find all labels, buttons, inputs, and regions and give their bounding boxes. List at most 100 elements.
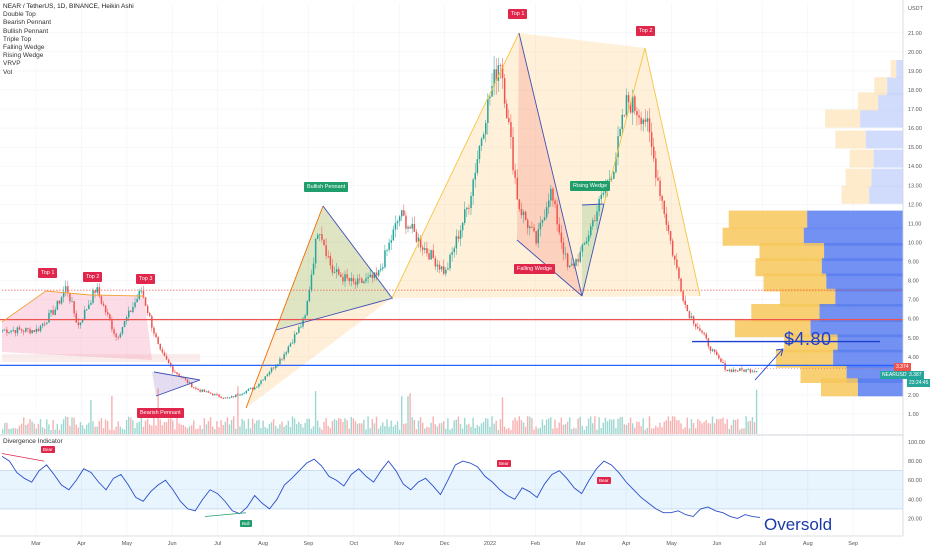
legend-item[interactable]: Vol [3,68,13,76]
volume-bar [2,429,4,434]
candle [188,382,191,384]
candle [575,259,577,266]
candle [390,240,392,243]
x-tick-label: Oct [350,541,359,547]
candle [722,362,724,364]
candle [634,96,636,112]
volume-bar [522,422,525,434]
volume-bar [684,427,686,434]
volume-profile-up [874,77,888,96]
volume-bar [722,417,724,434]
legend-item[interactable]: Bearish Pennant [3,19,52,27]
candle [751,371,754,373]
candle [256,386,258,388]
annotation-double-top-2: Top 2 [636,26,656,36]
volume-bar [258,419,260,434]
volume-profile-down [837,334,903,353]
candle [218,394,220,397]
x-tick-label: Jun [168,541,177,547]
volume-bar [300,423,302,434]
candle [461,222,464,231]
volume-bar [159,419,161,434]
volume-bar [482,421,485,434]
trend-lines [1,32,784,409]
volume-bar [359,423,361,434]
candle [18,327,21,330]
volume-bar [44,428,46,434]
candle [428,253,430,260]
candle [676,259,678,268]
volume-bar [283,426,285,434]
candle [191,382,193,388]
volume-bar [138,421,140,434]
annotation-rising-wedge: Rising Wedge [570,181,611,191]
volume-bar [226,417,229,434]
volume-bar [260,428,262,434]
candle [79,322,82,326]
volume-bar [413,420,415,434]
candle [415,231,418,242]
candle [732,369,735,373]
candle [562,242,565,254]
osc-tick-label: 80.00 [908,459,922,465]
volume-bar [71,417,73,434]
legend-item[interactable]: VRVP [3,60,21,68]
volume-bar [165,422,168,434]
volume-bar [739,429,741,434]
volume-bar [128,416,130,434]
legend-item[interactable]: Triple Top [3,35,32,43]
volume-bar [422,422,424,434]
x-tick-label: Apr [77,541,86,547]
legend-item[interactable]: Rising Wedge [3,52,44,60]
candle [251,388,254,390]
volume-bar [401,396,403,434]
volume-bar [674,416,676,434]
candle [346,274,348,279]
legend-item[interactable]: Double Top [3,11,36,19]
volume-bar [251,418,254,434]
volume-bar [104,419,107,434]
candle [711,349,714,351]
pattern-line [1,290,47,323]
candle [71,301,73,303]
candle [201,389,203,392]
volume-bar [188,426,191,434]
candle [598,199,600,212]
volume-bar [438,423,441,434]
candle [283,354,285,360]
candle [314,238,317,264]
y-tick-label: 21.00 [908,31,922,37]
candle [419,237,422,248]
legend-item[interactable]: Falling Wedge [3,44,45,52]
volume-bar [222,425,224,434]
volume-bar [224,421,226,434]
candle [516,177,518,200]
candle [535,231,537,244]
volume-bar [753,422,756,434]
candle [497,65,500,81]
candle [514,170,516,178]
candle [741,368,743,370]
volume-bar [461,428,464,434]
volume-bar [35,428,37,434]
volume-bar [287,420,289,434]
candle [312,263,315,275]
volume-bar [405,423,407,434]
volume-bar [409,393,411,434]
volume-bar [176,416,178,434]
volume-bar [709,423,712,434]
candle [20,329,23,331]
candle [222,397,224,399]
volume-bar [583,429,586,434]
volume-bar [613,419,615,434]
candle [384,250,386,268]
candle [619,129,621,137]
candles [2,55,758,399]
volume-bar [629,417,632,434]
candle [104,305,107,313]
legend-item[interactable]: Bullish Pennant [3,27,49,35]
annotation-double-top-1: Top 1 [508,9,528,19]
y-tick-label: 15.00 [908,145,922,151]
volume-bar [115,426,117,434]
annotation-bullish-pennant: Bullish Pennant [304,182,349,192]
